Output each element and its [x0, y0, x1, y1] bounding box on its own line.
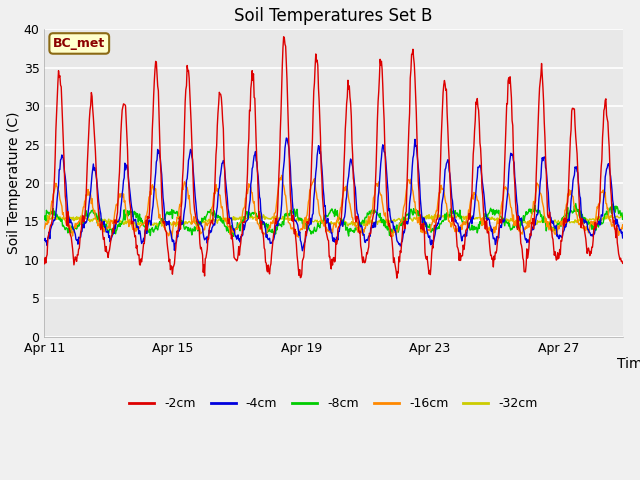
Legend: -2cm, -4cm, -8cm, -16cm, -32cm: -2cm, -4cm, -8cm, -16cm, -32cm [124, 392, 543, 415]
X-axis label: Time: Time [617, 357, 640, 371]
Y-axis label: Soil Temperature (C): Soil Temperature (C) [7, 112, 21, 254]
Title: Soil Temperatures Set B: Soil Temperatures Set B [234, 7, 433, 25]
Text: BC_met: BC_met [53, 37, 106, 50]
